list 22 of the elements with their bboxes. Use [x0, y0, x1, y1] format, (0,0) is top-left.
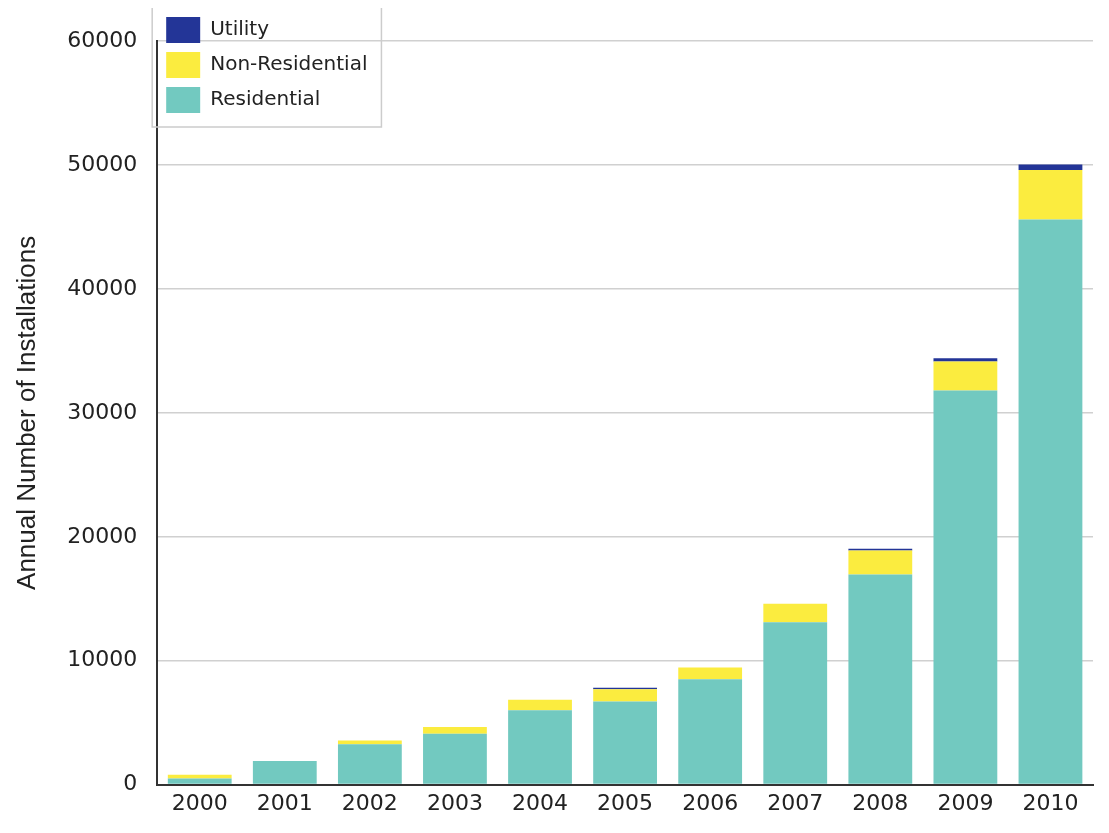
x-tick-label: 2007 — [767, 789, 824, 815]
y-tick-label: 40000 — [67, 274, 138, 300]
y-tick-label: 60000 — [67, 26, 138, 52]
x-tick-label: 2004 — [512, 789, 569, 815]
x-tick-label: 2001 — [256, 789, 313, 815]
y-axis-title: Annual Number of Installations — [10, 235, 41, 590]
legend-label: Non-Residential — [210, 51, 368, 76]
x-tick-label: 2003 — [426, 789, 483, 815]
x-tick-label: 2009 — [937, 789, 994, 815]
x-tick-label: 2008 — [852, 789, 909, 815]
legend-label: Utility — [210, 16, 270, 41]
legend-label: Residential — [210, 86, 321, 111]
y-tick-label: 0 — [123, 770, 138, 796]
y-tick-label: 50000 — [67, 150, 138, 176]
x-tick-label: 2005 — [597, 789, 654, 815]
y-tick-label: 30000 — [67, 398, 138, 424]
y-tick-label: 20000 — [67, 522, 138, 548]
x-tick-label: 2006 — [682, 789, 739, 815]
y-tick-label: 10000 — [67, 646, 138, 672]
x-tick-label: 2000 — [171, 789, 228, 815]
x-tick-label: 2010 — [1022, 789, 1079, 815]
x-tick-label: 2002 — [341, 789, 398, 815]
